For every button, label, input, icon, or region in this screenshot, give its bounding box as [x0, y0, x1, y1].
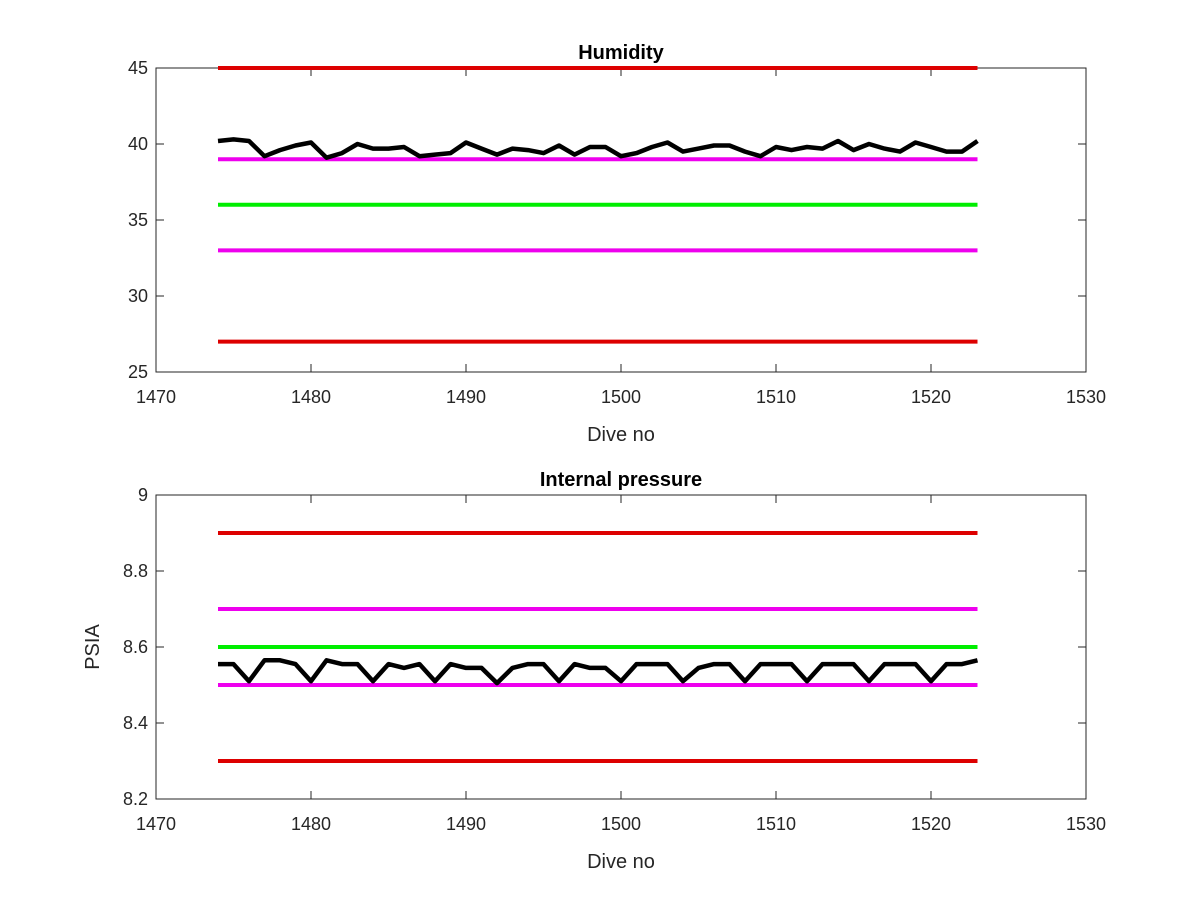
x-tick-label: 1480 [291, 387, 331, 407]
x-tick-label: 1510 [756, 814, 796, 834]
y-axis-label: PSIA [82, 624, 104, 670]
measurement-line [218, 658, 979, 686]
y-tick-label: 35 [128, 210, 148, 230]
y-tick-label: 40 [128, 134, 148, 154]
y-tick-label: 9 [138, 485, 148, 505]
internal-pressure-chart: 1470 1480 1490 1500 1510 1520 1530 8.2 8.4 8.6 8.8… [82, 469, 1106, 873]
x-tick-label: 1500 [601, 387, 641, 407]
x-tick-label: 1520 [911, 387, 951, 407]
x-tick-label: 1500 [601, 814, 641, 834]
x-tick-label: 1530 [1066, 814, 1106, 834]
chart-title: Humidity [578, 42, 664, 64]
y-tick-label: 45 [128, 58, 148, 78]
x-tick-label: 1480 [291, 814, 331, 834]
plot-area [155, 67, 1087, 373]
y-tick-label: 30 [128, 286, 148, 306]
y-tick-label: 25 [128, 362, 148, 382]
x-axis-label: Dive no [587, 424, 655, 446]
measurement-line [217, 137, 979, 160]
y-tick-label: 8.2 [123, 789, 148, 809]
x-tick-label: 1470 [136, 387, 176, 407]
chart-title: Internal pressure [540, 469, 702, 491]
y-tick-label: 8.6 [123, 637, 148, 657]
x-tick-label: 1470 [136, 814, 176, 834]
x-tick-label: 1520 [911, 814, 951, 834]
x-tick-label: 1510 [756, 387, 796, 407]
x-tick-label: 1490 [446, 387, 486, 407]
y-tick-label: 8.4 [123, 713, 148, 733]
x-tick-label: 1530 [1066, 387, 1106, 407]
y-tick-label: 8.8 [123, 561, 148, 581]
x-axis-label: Dive no [587, 851, 655, 873]
humidity-chart: 1470 1480 1490 1500 1510 1520 1530 25 30 35 40 45 Hu… [128, 42, 1106, 446]
x-tick-label: 1490 [446, 814, 486, 834]
